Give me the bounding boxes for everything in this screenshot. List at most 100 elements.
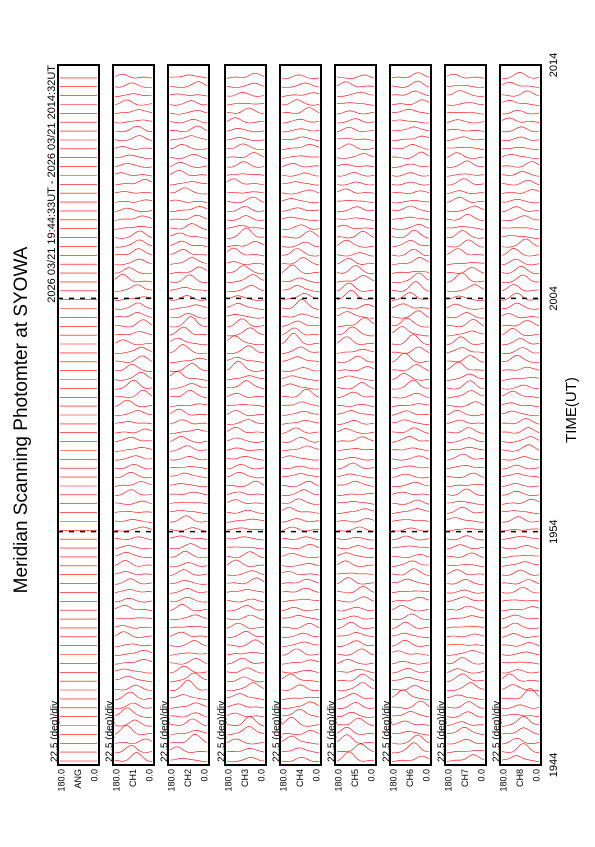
scan-trace	[336, 572, 375, 576]
scan-trace	[226, 103, 264, 106]
scan-trace	[391, 239, 429, 248]
panel-ymax: 180.0	[333, 769, 343, 792]
panel-frame	[444, 64, 487, 766]
scan-trace	[226, 241, 265, 248]
scan-trace	[114, 399, 153, 408]
scan-trace	[281, 198, 320, 204]
scan-trace	[169, 74, 208, 79]
scan-trace	[281, 356, 320, 362]
scan-trace	[501, 189, 540, 194]
scan-trace	[501, 410, 540, 417]
scan-trace	[281, 622, 320, 629]
scan-trace	[446, 262, 485, 266]
scan-trace	[114, 154, 153, 159]
scan-trace	[391, 257, 430, 266]
scan-trace	[337, 102, 375, 106]
scan-trace	[115, 319, 153, 328]
scan-trace	[446, 128, 485, 132]
scan-trace	[391, 379, 430, 390]
scan-trace	[447, 178, 485, 186]
scan-trace	[446, 464, 485, 469]
panel-ymin: 0.0	[531, 769, 541, 782]
scan-trace	[281, 230, 320, 239]
scan-trace	[114, 135, 153, 142]
scan-trace	[281, 99, 320, 106]
scan-trace	[391, 596, 430, 602]
scan-trace	[281, 163, 320, 168]
scan-trace	[391, 144, 430, 150]
scan-trace	[114, 745, 153, 754]
panel-scale: 22.5 (deg)/div	[272, 701, 283, 762]
scan-trace	[336, 682, 375, 692]
scan-trace	[226, 191, 265, 194]
scan-trace	[114, 481, 153, 487]
scan-trace	[501, 633, 540, 638]
scan-trace	[281, 118, 320, 124]
scan-trace	[114, 578, 153, 585]
scan-trace	[446, 295, 485, 301]
scan-trace	[501, 153, 540, 159]
scan-trace	[391, 151, 430, 159]
scan-trace	[226, 295, 265, 301]
scan-trace	[281, 553, 320, 559]
scan-trace	[226, 380, 265, 389]
scan-trace	[502, 510, 540, 514]
scan-trace	[336, 326, 375, 337]
scan-trace	[226, 614, 265, 621]
scan-trace	[169, 326, 208, 336]
scan-trace	[114, 643, 153, 647]
scan-trace	[446, 213, 485, 221]
scan-trace	[501, 136, 540, 142]
scan-trace	[336, 143, 375, 150]
scan-trace	[226, 178, 265, 186]
scan-trace	[391, 272, 430, 284]
scan-trace	[501, 498, 540, 505]
scan-trace	[226, 318, 265, 328]
scan-trace	[391, 527, 430, 532]
scan-trace	[501, 284, 539, 292]
scan-trace	[169, 118, 208, 124]
scan-trace	[226, 437, 265, 443]
scan-trace	[226, 657, 265, 665]
scan-trace	[226, 447, 265, 452]
scan-trace	[501, 320, 540, 327]
scan-trace	[446, 419, 485, 424]
scan-trace	[169, 110, 208, 115]
scan-trace	[337, 403, 375, 407]
scan-trace	[114, 471, 153, 479]
scan-trace	[446, 401, 485, 408]
scan-trace	[281, 224, 320, 230]
scan-trace	[169, 515, 208, 523]
scan-trace	[226, 471, 265, 479]
scan-trace	[226, 667, 264, 674]
scan-trace	[169, 144, 208, 150]
scan-trace	[501, 555, 539, 558]
scan-trace	[391, 126, 430, 132]
scan-trace	[336, 615, 375, 621]
scan-trace	[391, 310, 430, 319]
panel-scale: 22.5 (deg)/div	[160, 701, 171, 762]
scan-trace	[392, 578, 430, 585]
scan-trace	[226, 127, 265, 133]
scan-trace	[281, 598, 319, 603]
scan-trace	[281, 518, 320, 523]
scan-trace	[446, 361, 485, 371]
scan-trace	[446, 668, 485, 674]
scan-trace	[281, 717, 320, 727]
scan-trace	[281, 172, 319, 177]
scan-trace	[281, 578, 320, 584]
scan-trace	[391, 364, 430, 372]
panel-name: ANG	[73, 769, 83, 789]
scan-trace	[502, 490, 540, 496]
scan-trace	[501, 206, 540, 212]
scan-trace	[281, 144, 320, 150]
scan-trace	[446, 738, 485, 745]
scan-trace	[391, 373, 430, 381]
scan-trace	[226, 703, 265, 709]
scan-trace	[114, 191, 153, 194]
scan-trace	[391, 568, 430, 576]
scan-trace	[114, 99, 153, 106]
scan-trace	[501, 274, 540, 284]
panel-name: CH6	[405, 769, 415, 787]
